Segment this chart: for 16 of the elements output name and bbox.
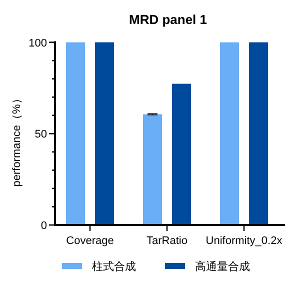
chart-title: MRD panel 1 — [128, 12, 208, 27]
y-tick-label: 50 — [34, 128, 47, 141]
bar — [143, 114, 162, 225]
x-tick-label: TarRatio — [146, 235, 188, 247]
legend-label: 高通量合成 — [195, 260, 250, 273]
x-tick-label: Uniformity_0.2x — [206, 235, 283, 247]
bar — [249, 42, 268, 225]
x-tick-label: Coverage — [66, 235, 114, 247]
legend-label: 柱式合成 — [92, 260, 136, 273]
bar — [95, 42, 114, 225]
y-tick-label: 100 — [28, 37, 47, 50]
bar — [66, 42, 85, 225]
y-tick-label: 0 — [40, 220, 47, 232]
y-axis-title: performance（%） — [11, 93, 23, 187]
bar — [172, 84, 191, 225]
bar — [220, 42, 239, 225]
